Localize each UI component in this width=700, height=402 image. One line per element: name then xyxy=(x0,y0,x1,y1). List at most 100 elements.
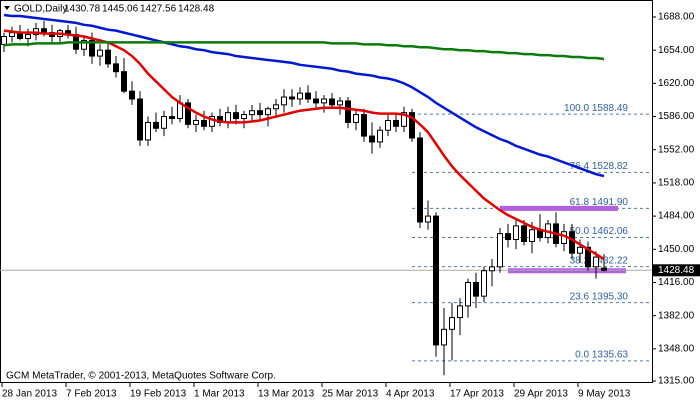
candle-body xyxy=(25,34,31,39)
candle-body xyxy=(153,121,159,129)
candle-body xyxy=(369,135,375,143)
x-tick-label: 7 Feb 2013 xyxy=(66,389,117,400)
y-tick-label: 1315.00 xyxy=(658,376,695,387)
y-tick-label: 1586.00 xyxy=(658,111,695,122)
candle-body xyxy=(449,317,455,330)
candle-body xyxy=(345,100,351,123)
candle-body xyxy=(385,119,391,131)
candle-body xyxy=(585,246,591,268)
candle-body xyxy=(265,108,271,116)
candle-body xyxy=(81,39,87,50)
y-tick-label: 1450.00 xyxy=(658,244,695,255)
candle-body xyxy=(121,71,127,92)
candle-body xyxy=(105,49,111,65)
candle-body xyxy=(137,98,143,141)
fib-label: 38.2 1432.22 xyxy=(570,255,629,266)
candle-body xyxy=(41,28,47,34)
candle-body xyxy=(257,110,263,116)
candle-body xyxy=(9,32,15,38)
candle-body xyxy=(473,281,479,297)
x-tick-label: 17 Apr 2013 xyxy=(450,389,504,400)
header-high: 1445.06 xyxy=(102,4,139,15)
candle-body xyxy=(505,233,511,241)
candle-body xyxy=(393,119,399,127)
candle-body xyxy=(353,114,359,123)
candle-body xyxy=(329,98,335,106)
candle-body xyxy=(169,116,175,120)
candle-body xyxy=(193,119,199,125)
header-open: 1430.78 xyxy=(64,4,101,15)
candle-body xyxy=(185,102,191,125)
x-tick-label: 28 Jan 2013 xyxy=(2,389,57,400)
candle-body xyxy=(209,116,215,127)
candle-body xyxy=(513,225,519,241)
fib-label: 100.0 1588.49 xyxy=(564,103,628,114)
candle-body xyxy=(161,116,167,129)
y-tick-label: 1416.00 xyxy=(658,277,695,288)
candle-body xyxy=(401,112,407,127)
candle-body xyxy=(289,96,295,100)
candle-body xyxy=(521,225,527,242)
candle-body xyxy=(433,215,439,346)
moving-average xyxy=(3,13,605,178)
candle-body xyxy=(297,92,303,100)
last-price-box xyxy=(653,264,700,277)
candle-body xyxy=(113,63,119,73)
y-tick-label: 1348.00 xyxy=(658,343,695,354)
candle-body xyxy=(457,305,463,319)
candle-body xyxy=(249,110,255,116)
candle-body xyxy=(497,233,503,268)
footer: GCM MetaTrader, © 2001-2013, MetaQuotes … xyxy=(6,371,276,382)
candle-body xyxy=(89,39,95,57)
y-tick-label: 1484.00 xyxy=(658,211,695,222)
symbol: GOLD,Daily xyxy=(14,4,67,15)
y-tick-label: 1382.00 xyxy=(658,310,695,321)
fib-label: 0.0 1335.63 xyxy=(575,350,628,361)
moving-average xyxy=(3,41,605,61)
y-tick-label: 1518.00 xyxy=(658,178,695,189)
candle-body xyxy=(233,112,239,120)
candle-body xyxy=(425,215,431,223)
candle-body xyxy=(97,49,103,57)
header-low: 1427.56 xyxy=(140,4,177,15)
x-tick-label: 19 Feb 2013 xyxy=(130,389,187,400)
candle-body xyxy=(313,98,319,104)
x-tick-label: 13 Mar 2013 xyxy=(258,389,315,400)
candle-body xyxy=(241,114,247,120)
y-tick-label: 1688.00 xyxy=(658,12,695,23)
candle-body xyxy=(305,92,311,100)
candle-body xyxy=(489,266,495,272)
candle-body xyxy=(481,270,487,297)
y-tick-label: 1552.00 xyxy=(658,144,695,155)
plot-frame xyxy=(0,0,653,383)
candle-body xyxy=(273,104,279,110)
candle-body xyxy=(201,119,207,127)
candle-body xyxy=(1,36,7,45)
candle-body xyxy=(465,281,471,307)
candle-body xyxy=(321,98,327,104)
candle-body xyxy=(569,231,575,254)
header-close: 1428.48 xyxy=(178,4,215,15)
x-tick-label: 25 Mar 2013 xyxy=(322,389,379,400)
fib-label: 76.4 1528.82 xyxy=(570,161,629,172)
x-tick-label: 9 May 2013 xyxy=(578,389,631,400)
candle-body xyxy=(129,90,135,100)
candle-body xyxy=(577,246,583,254)
y-tick-label: 1620.00 xyxy=(658,78,695,89)
candle-body xyxy=(337,100,343,106)
candle-body xyxy=(593,256,599,268)
candle-body xyxy=(601,267,607,271)
candle-body xyxy=(409,112,415,139)
fib-label: 50.0 1462.06 xyxy=(570,226,629,237)
candle-body xyxy=(377,129,383,143)
last-price-label: 1428.48 xyxy=(658,265,695,276)
candle-body xyxy=(361,114,367,137)
candle-body xyxy=(145,121,151,141)
y-tick-label: 1654.00 xyxy=(658,45,695,56)
candle-body xyxy=(417,137,423,223)
x-tick-label: 4 Apr 2013 xyxy=(386,389,435,400)
candle-body xyxy=(281,96,287,106)
fib-label: 61.8 1491.90 xyxy=(570,197,629,208)
menu-icon[interactable] xyxy=(4,6,10,10)
